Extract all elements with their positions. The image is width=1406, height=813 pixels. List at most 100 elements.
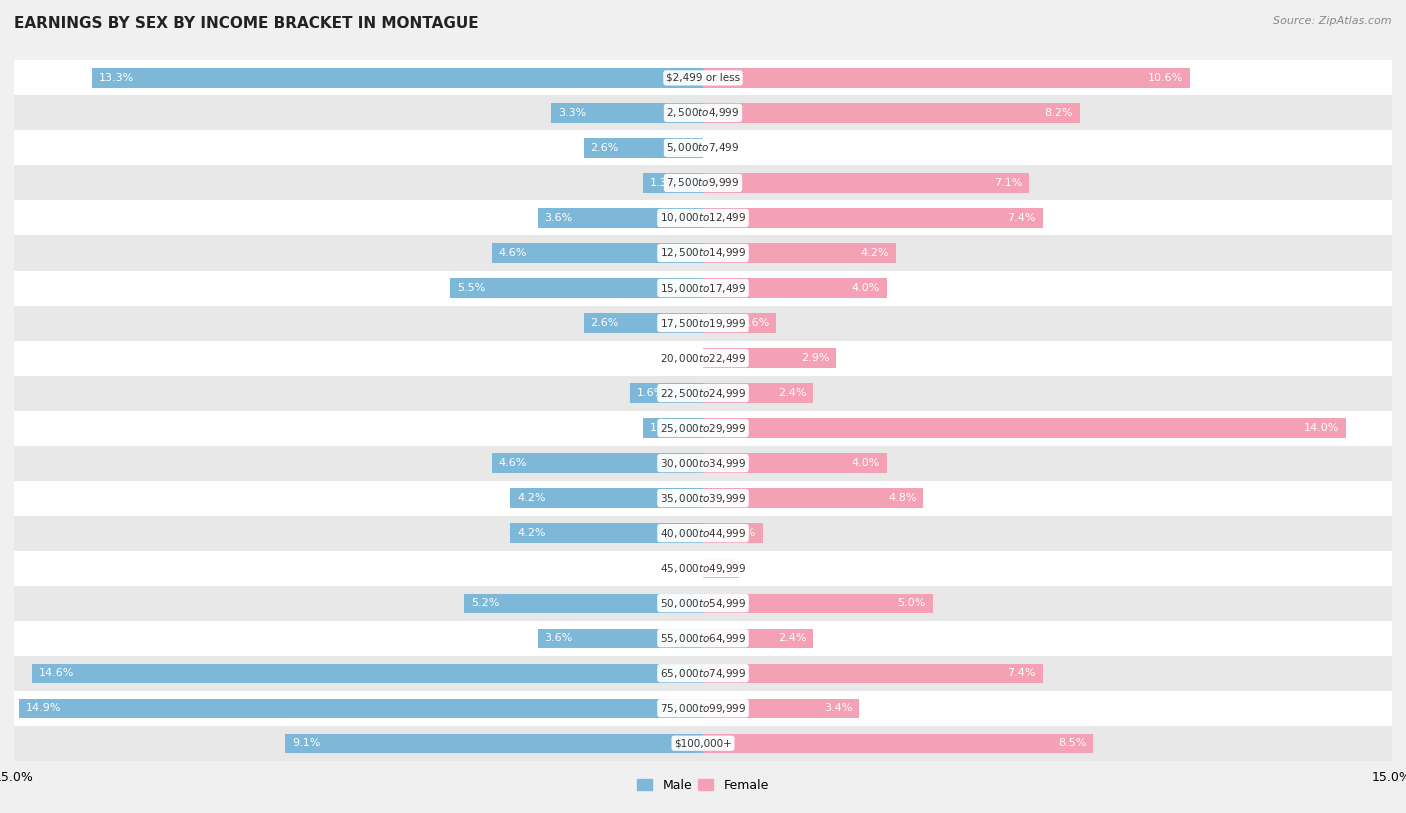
Text: $7,500 to $9,999: $7,500 to $9,999 xyxy=(666,176,740,189)
Text: Source: ZipAtlas.com: Source: ZipAtlas.com xyxy=(1274,16,1392,26)
Text: 1.3%: 1.3% xyxy=(650,423,679,433)
Text: $75,000 to $99,999: $75,000 to $99,999 xyxy=(659,702,747,715)
Bar xyxy=(14,411,1392,446)
Bar xyxy=(703,419,1346,437)
Bar xyxy=(703,454,887,472)
Text: $55,000 to $64,999: $55,000 to $64,999 xyxy=(659,632,747,645)
Text: 10.6%: 10.6% xyxy=(1147,73,1182,83)
Text: 3.6%: 3.6% xyxy=(544,633,572,643)
Text: 8.2%: 8.2% xyxy=(1045,108,1073,118)
Text: $40,000 to $44,999: $40,000 to $44,999 xyxy=(659,527,747,540)
Text: 4.2%: 4.2% xyxy=(860,248,889,258)
Bar xyxy=(492,243,703,263)
Bar xyxy=(14,166,1392,201)
Text: 5.0%: 5.0% xyxy=(897,598,925,608)
Bar xyxy=(14,236,1392,271)
Text: 1.6%: 1.6% xyxy=(637,388,665,398)
Bar xyxy=(14,655,1392,691)
Bar xyxy=(630,384,703,402)
Bar xyxy=(703,173,1029,193)
Bar xyxy=(14,306,1392,341)
Text: $10,000 to $12,499: $10,000 to $12,499 xyxy=(659,211,747,224)
Bar xyxy=(703,349,837,367)
Bar xyxy=(703,103,1080,123)
Bar xyxy=(703,698,859,718)
Text: 4.6%: 4.6% xyxy=(499,458,527,468)
Bar xyxy=(14,691,1392,726)
Bar xyxy=(703,208,1043,228)
Text: 2.6%: 2.6% xyxy=(591,318,619,328)
Text: 4.2%: 4.2% xyxy=(517,528,546,538)
Text: 5.5%: 5.5% xyxy=(457,283,485,293)
Text: 4.2%: 4.2% xyxy=(517,493,546,503)
Bar xyxy=(703,489,924,508)
Bar xyxy=(32,663,703,683)
Text: $25,000 to $29,999: $25,000 to $29,999 xyxy=(659,422,747,435)
Text: 4.6%: 4.6% xyxy=(499,248,527,258)
Bar xyxy=(537,208,703,228)
Text: 0.0%: 0.0% xyxy=(668,353,696,363)
Text: 1.3%: 1.3% xyxy=(727,528,756,538)
Bar xyxy=(14,550,1392,585)
Bar xyxy=(14,585,1392,620)
Bar xyxy=(14,726,1392,761)
Bar xyxy=(14,480,1392,515)
Text: $22,500 to $24,999: $22,500 to $24,999 xyxy=(659,386,747,399)
Bar xyxy=(285,733,703,753)
Text: 14.0%: 14.0% xyxy=(1303,423,1339,433)
Bar xyxy=(14,620,1392,655)
Bar xyxy=(510,489,703,508)
Text: $45,000 to $49,999: $45,000 to $49,999 xyxy=(659,562,747,575)
Bar xyxy=(14,341,1392,376)
Text: $35,000 to $39,999: $35,000 to $39,999 xyxy=(659,492,747,505)
Text: $2,499 or less: $2,499 or less xyxy=(666,73,740,83)
Text: $20,000 to $22,499: $20,000 to $22,499 xyxy=(659,351,747,364)
Bar xyxy=(492,454,703,472)
Bar xyxy=(583,138,703,158)
Text: 7.1%: 7.1% xyxy=(994,178,1022,188)
Bar xyxy=(703,313,776,333)
Text: $5,000 to $7,499: $5,000 to $7,499 xyxy=(666,141,740,154)
Bar xyxy=(14,201,1392,236)
Text: 14.9%: 14.9% xyxy=(25,703,60,713)
Bar xyxy=(703,559,740,578)
Bar xyxy=(14,515,1392,550)
Bar xyxy=(14,60,1392,95)
Text: $12,500 to $14,999: $12,500 to $14,999 xyxy=(659,246,747,259)
Text: $65,000 to $74,999: $65,000 to $74,999 xyxy=(659,667,747,680)
Text: 13.3%: 13.3% xyxy=(98,73,135,83)
Text: 7.4%: 7.4% xyxy=(1008,213,1036,223)
Bar xyxy=(644,173,703,193)
Bar xyxy=(450,278,703,298)
Text: 7.4%: 7.4% xyxy=(1008,668,1036,678)
Bar xyxy=(14,95,1392,130)
Text: $2,500 to $4,999: $2,500 to $4,999 xyxy=(666,107,740,120)
Text: 4.0%: 4.0% xyxy=(852,458,880,468)
Text: 3.3%: 3.3% xyxy=(558,108,586,118)
Bar xyxy=(583,313,703,333)
Text: 8.5%: 8.5% xyxy=(1059,738,1087,748)
Text: $100,000+: $100,000+ xyxy=(673,738,733,748)
Bar xyxy=(18,698,703,718)
Text: 14.6%: 14.6% xyxy=(39,668,75,678)
Text: $17,500 to $19,999: $17,500 to $19,999 xyxy=(659,316,747,329)
Bar xyxy=(644,419,703,437)
Text: 2.9%: 2.9% xyxy=(801,353,830,363)
Bar xyxy=(703,733,1094,753)
Bar xyxy=(537,628,703,648)
Bar xyxy=(14,446,1392,480)
Text: $15,000 to $17,499: $15,000 to $17,499 xyxy=(659,281,747,294)
Text: $50,000 to $54,999: $50,000 to $54,999 xyxy=(659,597,747,610)
Text: 1.3%: 1.3% xyxy=(650,178,679,188)
Bar xyxy=(551,103,703,123)
Text: 2.4%: 2.4% xyxy=(778,633,807,643)
Bar xyxy=(703,663,1043,683)
Text: EARNINGS BY SEX BY INCOME BRACKET IN MONTAGUE: EARNINGS BY SEX BY INCOME BRACKET IN MON… xyxy=(14,16,478,31)
Bar xyxy=(14,271,1392,306)
Bar xyxy=(93,68,703,88)
Text: 3.4%: 3.4% xyxy=(824,703,852,713)
Text: $30,000 to $34,999: $30,000 to $34,999 xyxy=(659,457,747,470)
Bar xyxy=(703,68,1189,88)
Text: 0.79%: 0.79% xyxy=(697,563,733,573)
Text: 4.0%: 4.0% xyxy=(852,283,880,293)
